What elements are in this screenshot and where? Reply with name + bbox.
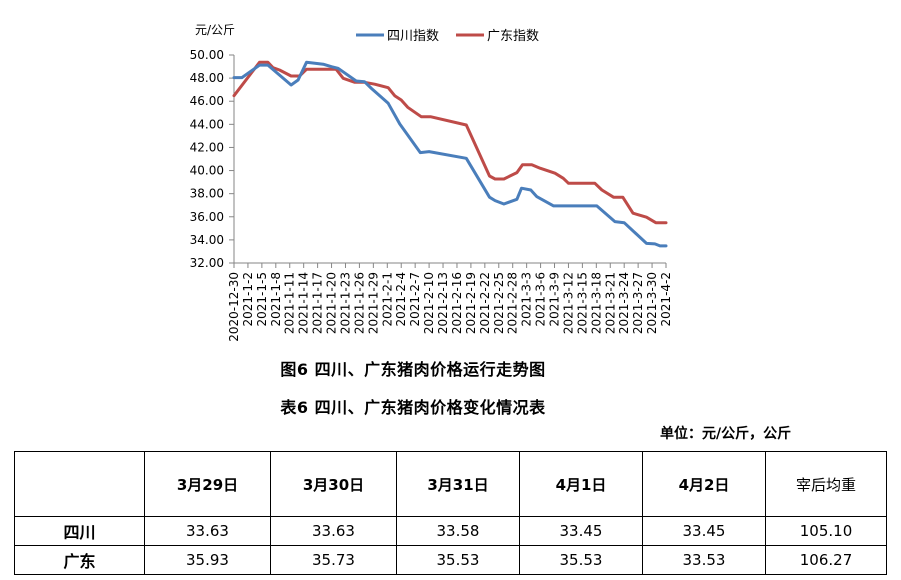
table-cell: 33.45 [642,516,766,546]
table-header-row: 3月29日 3月30日 3月31日 4月1日 4月2日 宰后均重 [14,451,887,517]
table-cell: 35.93 [144,545,271,575]
table-cell: 106.27 [765,545,887,575]
svg-text:2021-1-26: 2021-1-26 [352,272,366,334]
row-label: 广东 [14,545,145,575]
header-empty-cell [14,451,145,517]
x-axis: 2020-12-30 2021-1-2 2021-1-5 2021-1-8 2021-1… [227,262,673,342]
header-date-cell: 3月30日 [270,451,397,517]
svg-text:2021-3-9: 2021-3-9 [548,272,562,326]
table-cell: 35.53 [396,545,520,575]
svg-text:2021-3-27: 2021-3-27 [631,272,645,334]
table-row-sichuan: 四川 33.63 33.63 33.58 33.45 33.45 105.10 [14,516,887,546]
svg-text:2021-3-18: 2021-3-18 [589,272,603,334]
svg-text:2021-2-7: 2021-2-7 [408,272,422,326]
svg-text:2021-2-28: 2021-2-28 [506,272,520,334]
svg-text:2021-2-1: 2021-2-1 [380,272,394,326]
table-cell: 33.63 [144,516,271,546]
svg-text:32.00: 32.00 [190,256,224,270]
y-axis-unit-label: 元/公斤 [195,23,235,37]
series-lines [232,60,668,248]
table-cell: 105.10 [765,516,887,546]
svg-text:广东指数: 广东指数 [487,29,539,44]
header-avg-weight-cell: 宰后均重 [765,451,887,517]
svg-text:44.00: 44.00 [190,117,224,131]
figure-caption: 图6 四川、广东猪肉价格运行走势图 [280,360,546,379]
y-axis: 50.00 48.00 46.00 44.00 42.00 40.00 38.00 36.00… [190,48,235,270]
svg-text:2021-3-12: 2021-3-12 [561,272,575,334]
svg-text:2021-1-23: 2021-1-23 [338,272,352,334]
svg-text:2021-2-10: 2021-2-10 [422,272,436,334]
svg-text:2021-2-22: 2021-2-22 [478,272,492,334]
svg-text:2021-1-8: 2021-1-8 [269,272,283,326]
table-caption: 表6 四川、广东猪肉价格变化情况表 [280,398,546,417]
svg-text:40.00: 40.00 [190,164,224,178]
svg-text:2021-1-2: 2021-1-2 [241,272,255,326]
svg-text:48.00: 48.00 [190,71,224,85]
table-cell: 33.58 [396,516,520,546]
svg-text:2021-1-5: 2021-1-5 [255,272,269,326]
svg-text:38.00: 38.00 [190,187,224,201]
svg-text:2021-2-25: 2021-2-25 [492,272,506,334]
svg-text:2021-1-17: 2021-1-17 [311,272,325,334]
svg-text:36.00: 36.00 [190,210,224,224]
svg-text:46.00: 46.00 [190,94,224,108]
svg-text:2021-1-29: 2021-1-29 [366,272,380,334]
svg-text:2021-3-6: 2021-3-6 [534,272,548,326]
header-date-cell: 4月2日 [642,451,766,517]
svg-text:2021-4-2: 2021-4-2 [659,272,673,326]
svg-text:34.00: 34.00 [190,233,224,247]
svg-text:2021-1-14: 2021-1-14 [297,272,311,334]
table-cell: 33.53 [642,545,766,575]
svg-text:2021-2-13: 2021-2-13 [436,272,450,334]
table-cell: 35.73 [270,545,397,575]
svg-text:2021-2-4: 2021-2-4 [394,272,408,326]
svg-text:2021-1-20: 2021-1-20 [325,272,339,334]
svg-text:2021-2-19: 2021-2-19 [464,272,478,334]
svg-text:42.00: 42.00 [190,140,224,154]
chart-legend: 四川指数 广东指数 [356,29,539,44]
svg-text:2021-3-30: 2021-3-30 [645,272,659,334]
price-trend-chart: 元/公斤 四川指数 广东指数 50.00 48.00 46.00 44.00 42.00 4… [190,23,673,342]
svg-text:2020-12-30: 2020-12-30 [227,272,241,342]
header-date-cell: 3月31日 [396,451,520,517]
svg-text:四川指数: 四川指数 [387,29,439,44]
header-date-cell: 4月1日 [519,451,643,517]
svg-text:2021-3-3: 2021-3-3 [520,272,534,326]
price-change-table: 3月29日 3月30日 3月31日 4月1日 4月2日 宰后均重 四川 33.6… [14,451,887,575]
row-label: 四川 [14,516,145,546]
table-cell: 33.45 [519,516,643,546]
table-row-guangdong: 广东 35.93 35.73 35.53 35.53 33.53 106.27 [14,545,887,575]
svg-text:2021-1-11: 2021-1-11 [283,272,297,334]
header-date-cell: 3月29日 [144,451,271,517]
svg-text:50.00: 50.00 [190,48,224,62]
table-cell: 35.53 [519,545,643,575]
svg-text:2021-2-16: 2021-2-16 [450,272,464,334]
svg-text:2021-3-24: 2021-3-24 [617,272,631,334]
unit-note: 单位：元/公斤，公斤 [660,426,792,442]
svg-text:2021-3-21: 2021-3-21 [603,272,617,334]
table-cell: 33.63 [270,516,397,546]
svg-text:2021-3-15: 2021-3-15 [575,272,589,334]
